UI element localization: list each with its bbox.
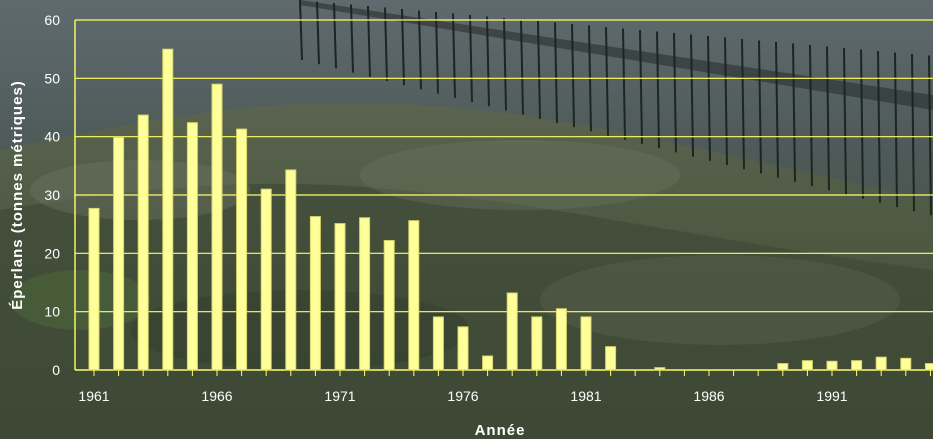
weir-pole [826,46,830,191]
weir-pole [452,13,456,98]
bar [383,240,395,371]
x-tick-label: 1981 [570,388,601,404]
weir-pole [367,5,371,77]
bar [801,360,813,371]
bar [211,83,223,371]
y-tick-label: 10 [44,304,60,320]
weir-pole [486,16,490,107]
x-tick-label: 1986 [693,388,724,404]
weir-pole [809,44,813,187]
bar [88,207,100,371]
bar-series [88,48,933,371]
weir-pole [656,31,660,149]
bar [359,217,371,371]
bar [334,223,346,371]
y-tick-label: 30 [44,187,60,203]
weir-poles [299,0,932,216]
weir-pole [469,14,473,103]
weir-pole [316,1,320,65]
x-axis-label: Année [475,422,526,439]
x-tick-label: 1961 [78,388,109,404]
bar [900,357,912,371]
weir-pole [418,10,422,90]
bar [605,346,617,371]
bar [432,316,444,371]
weir-pole [639,29,643,145]
bar [482,355,494,371]
bar [285,169,297,371]
bar [236,128,248,371]
x-tick-label: 1971 [324,388,355,404]
y-axis-label: Éperlans (tonnes métriques) [9,80,26,310]
bar [457,326,469,371]
bar [924,363,933,371]
bar [506,292,518,371]
weir-pole [724,37,728,166]
bar [580,316,592,371]
weir-pole [554,22,558,124]
x-axis-ticks: 1961 1966 1971 1976 1981 1986 1991 [78,370,931,404]
bar [875,356,887,371]
weir-pole [928,55,932,216]
y-tick-label: 0 [52,362,60,378]
weir-pole [333,2,337,69]
weir-pole [571,23,575,128]
bar [186,122,198,371]
weir-pole [860,49,864,199]
bar [555,308,567,371]
weir-pole [537,20,541,119]
bar [826,360,838,371]
weir-pole [877,50,881,203]
bar [654,367,666,371]
weir-pole [401,8,405,86]
x-tick-label: 1966 [201,388,232,404]
weir-pole [605,26,609,136]
bar [260,188,272,371]
weir-pole [843,47,847,195]
bar [777,363,789,371]
weir-pole [775,41,779,178]
bar [162,48,174,371]
weir-pole [673,32,677,153]
weir-pole [792,43,796,182]
weir-pole [435,11,439,94]
y-tick-label: 60 [44,12,60,28]
y-tick-label: 20 [44,245,60,261]
bar [113,136,125,371]
x-tick-label: 1976 [447,388,478,404]
weir-pole [299,0,303,61]
weir-pole [622,28,626,140]
grid-lines [74,19,933,371]
bar [531,316,543,371]
bar [309,216,321,371]
weir-pole [707,35,711,161]
y-tick-label: 50 [44,70,60,86]
weir-pole [503,17,507,111]
bar [851,360,863,371]
weir-pole [520,19,524,115]
x-tick-label: 1991 [816,388,847,404]
y-axis-ticks: 0 10 20 30 40 50 60 [44,12,60,378]
bar [137,114,149,371]
weir-pole [758,40,762,174]
weir-pole [741,38,745,170]
weir-pole [350,4,354,73]
weir-pole [911,53,915,212]
bar [408,220,420,371]
y-tick-label: 40 [44,129,60,145]
